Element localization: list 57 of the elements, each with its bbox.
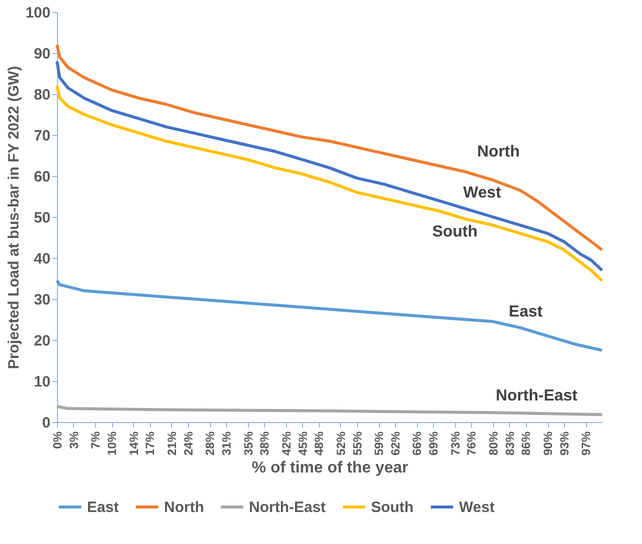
x-tick-label: 73% — [448, 431, 462, 456]
y-tick-label: 60 — [34, 168, 50, 186]
x-tick-label: 35% — [241, 431, 256, 456]
y-tick-label: 40 — [34, 250, 50, 268]
annotation: East — [508, 303, 544, 320]
y-tick-label: 100 — [25, 4, 50, 22]
x-tick-label: 7% — [88, 431, 103, 449]
legend-label: South — [371, 499, 414, 516]
annotation: North — [477, 143, 520, 160]
x-tick-label: 48% — [312, 431, 326, 456]
line-series — [56, 404, 604, 416]
legend-label: West — [459, 499, 495, 516]
annotation: North-East — [496, 387, 578, 404]
x-tick-label: 28% — [203, 431, 218, 456]
x-tick-label: 42% — [279, 431, 294, 456]
x-tick-label: 80% — [486, 431, 500, 456]
x-tick-label: 21% — [164, 431, 179, 456]
line-series — [56, 60, 604, 272]
y-axis-title: Projected Load at bus-bar in FY 2022 (GW) — [5, 66, 22, 370]
line-series — [56, 279, 604, 352]
y-tick-label: 10 — [34, 374, 50, 390]
x-tick-label: 31% — [219, 431, 234, 456]
x-tick-label: 45% — [296, 431, 310, 456]
x-tick-label: 24% — [181, 431, 196, 456]
y-tick-label: 0 — [42, 414, 50, 432]
x-tick-label: 97% — [579, 431, 594, 456]
y-tick-label: 80 — [34, 86, 50, 104]
y-tick-label: 30 — [34, 292, 50, 308]
x-tick-label: 69% — [426, 431, 441, 456]
y-tick-label: 50 — [34, 210, 50, 226]
x-tick-label: 55% — [350, 431, 364, 456]
x-tick-label: 83% — [502, 431, 517, 456]
x-tick-label: 14% — [126, 431, 141, 456]
x-tick-label: 17% — [143, 431, 158, 456]
x-tick-label: 10% — [105, 431, 119, 456]
line-series — [56, 43, 604, 252]
legend-label: North — [164, 499, 204, 516]
legend-label: East — [87, 499, 119, 516]
x-tick-label: 3% — [66, 431, 81, 449]
annotation: South — [432, 223, 478, 240]
y-tick-label: 70 — [34, 128, 50, 144]
x-tick-label: 93% — [557, 431, 572, 456]
x-tick-label: 59% — [372, 431, 386, 456]
legend-label: North-East — [249, 499, 326, 516]
x-tick-label: 76% — [464, 431, 479, 456]
line-series — [56, 84, 604, 282]
x-axis-title: % of time of the year — [252, 460, 408, 477]
y-tick-label: 90 — [34, 46, 50, 62]
x-tick-label: 52% — [334, 431, 348, 456]
annotation: West — [463, 184, 502, 202]
x-tick-label: 38% — [258, 431, 272, 456]
x-tick-label: 86% — [519, 431, 534, 456]
x-tick-label: 90% — [541, 431, 555, 456]
x-tick-label: 62% — [388, 431, 402, 456]
y-tick-label: 20 — [34, 332, 50, 350]
x-tick-label: 0% — [50, 431, 64, 449]
x-tick-label: 66% — [410, 431, 424, 456]
